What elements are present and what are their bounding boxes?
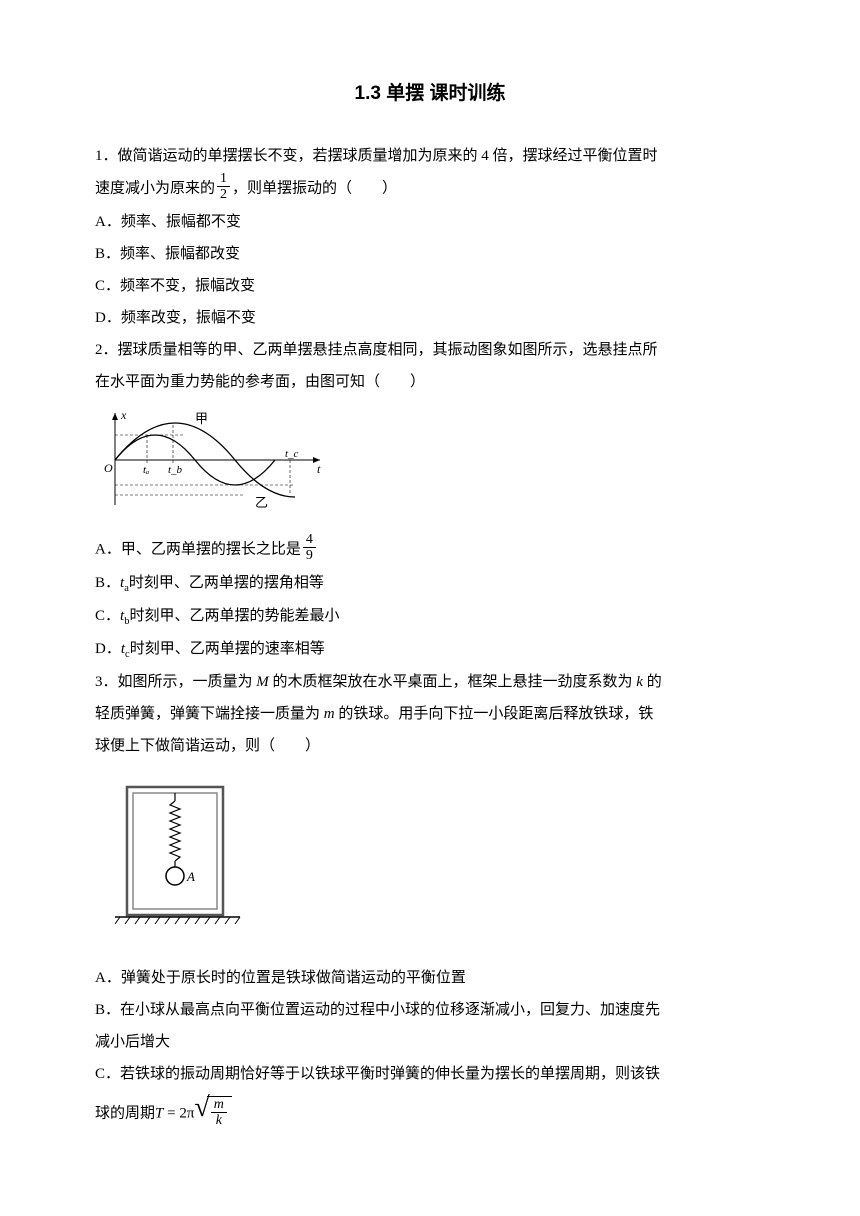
q3-var-k: k — [636, 674, 643, 690]
q2-optD-post: 时刻甲、乙两单摆的速率相等 — [130, 641, 325, 657]
q3-stem-b: 轻质弹簧，弹簧下端拴接一质量为 — [95, 706, 324, 722]
fraction-numerator: m — [211, 1097, 227, 1113]
sqrt-fraction: mk — [211, 1097, 227, 1129]
q2-optB-post: 时刻甲、乙两单摆的摆角相等 — [129, 575, 324, 591]
q2-option-c: C．tb时刻甲、乙两单摆的势能差最小 — [95, 601, 765, 632]
sqrt-content: mk — [207, 1096, 232, 1131]
q1-stem-line1: 1．做简谐运动的单摆摆长不变，若摆球质量增加为原来的 4 倍，摆球经过平衡位置时 — [95, 141, 765, 171]
q2-optA-fraction: 49 — [303, 532, 316, 564]
q1-option-b: B．频率、振幅都改变 — [95, 239, 765, 269]
axis-origin-label: O — [104, 461, 113, 475]
q2-optD-pre: D． — [95, 641, 121, 657]
q3-eq: = 2π — [163, 1105, 194, 1121]
fraction-numerator: 1 — [217, 171, 230, 187]
q1-option-d: D．频率改变，振幅不变 — [95, 303, 765, 333]
q2-option-b: B．ta时刻甲、乙两单摆的摆角相等 — [95, 568, 765, 599]
q3-stem-line3: 球便上下做简谐运动，则（ ） — [95, 731, 765, 761]
fraction-denominator: 2 — [217, 187, 230, 202]
q3-option-c-line2: 球的周期T = 2π√mk — [95, 1095, 765, 1133]
q2-optA-pre: A．甲、乙两单摆的摆长之比是 — [95, 541, 301, 557]
q2-stem-line2: 在水平面为重力势能的参考面，由图可知（ ） — [95, 367, 765, 397]
q3-var-M: M — [256, 674, 269, 690]
q3-var-m: m — [324, 706, 335, 722]
axis-x-label: x — [120, 408, 127, 422]
graph-label-tb: t_b — [168, 464, 183, 476]
q1-option-c: C．频率不变，振幅改变 — [95, 271, 765, 301]
q2-stem-line1: 2．摆球质量相等的甲、乙两单摆悬挂点高度相同，其振动图象如图所示，选悬挂点所 — [95, 335, 765, 365]
graph-label-yi: 乙 — [255, 495, 268, 510]
q1-option-a: A．频率、振幅都不变 — [95, 207, 765, 237]
q3-stem-b2: 的铁球。用手向下拉一小段距离后释放铁球，铁 — [335, 706, 654, 722]
q3-stem-a: 3．如图所示，一质量为 — [95, 674, 256, 690]
q1-stem-line2: 速度减小为原来的12，则单摆振动的（ ） — [95, 173, 765, 205]
fraction-denominator: k — [211, 1113, 227, 1128]
graph-label-tc: t_c — [285, 448, 299, 460]
graph-label-ta: tₐ — [143, 464, 149, 476]
fraction-numerator: 4 — [303, 532, 316, 548]
q2-graph: x t O 甲 乙 tₐ t_b t_c — [95, 405, 765, 526]
q3-diagram: A — [115, 779, 765, 945]
q1-fraction: 12 — [217, 171, 230, 203]
q3-stem-line1: 3．如图所示，一质量为 M 的木质框架放在水平桌面上，框架上悬挂一劲度系数为 k… — [95, 667, 765, 697]
q3-optC-pre: 球的周期 — [95, 1105, 155, 1121]
q3-option-a: A．弹簧处于原长时的位置是铁球做简谐运动的平衡位置 — [95, 963, 765, 993]
q2-optB-pre: B． — [95, 575, 120, 591]
q2-option-a: A．甲、乙两单摆的摆长之比是49 — [95, 534, 765, 566]
sqrt-expression: √mk — [194, 1093, 232, 1131]
q3-option-c-line1: C．若铁球的振动周期恰好等于以铁球平衡时弹簧的伸长量为摆长的单摆周期，则该铁 — [95, 1059, 765, 1089]
graph-label-jia: 甲 — [195, 411, 208, 426]
q3-stem-line2: 轻质弹簧，弹簧下端拴接一质量为 m 的铁球。用手向下拉一小段距离后释放铁球，铁 — [95, 699, 765, 729]
q3-stem-a2: 的木质框架放在水平桌面上，框架上悬挂一劲度系数为 — [269, 674, 637, 690]
axis-t-label: t — [317, 462, 321, 476]
q3-option-b-line2: 减小后增大 — [95, 1027, 765, 1057]
q2-option-d: D．tc时刻甲、乙两单摆的速率相等 — [95, 634, 765, 665]
fraction-denominator: 9 — [303, 548, 316, 563]
q1-stem-post: ，则单摆振动的（ ） — [232, 180, 397, 196]
q3-stem-a3: 的 — [643, 674, 662, 690]
q3-option-b-line1: B．在小球从最高点向平衡位置运动的过程中小球的位移逐渐减小，回复力、加速度先 — [95, 995, 765, 1025]
q1-stem-pre: 速度减小为原来的 — [95, 180, 215, 196]
q2-optC-post: 时刻甲、乙两单摆的势能差最小 — [129, 608, 339, 624]
diagram-label-A: A — [186, 869, 195, 884]
q2-optC-pre: C． — [95, 608, 120, 624]
page-title: 1.3 单摆 课时训练 — [95, 75, 765, 113]
